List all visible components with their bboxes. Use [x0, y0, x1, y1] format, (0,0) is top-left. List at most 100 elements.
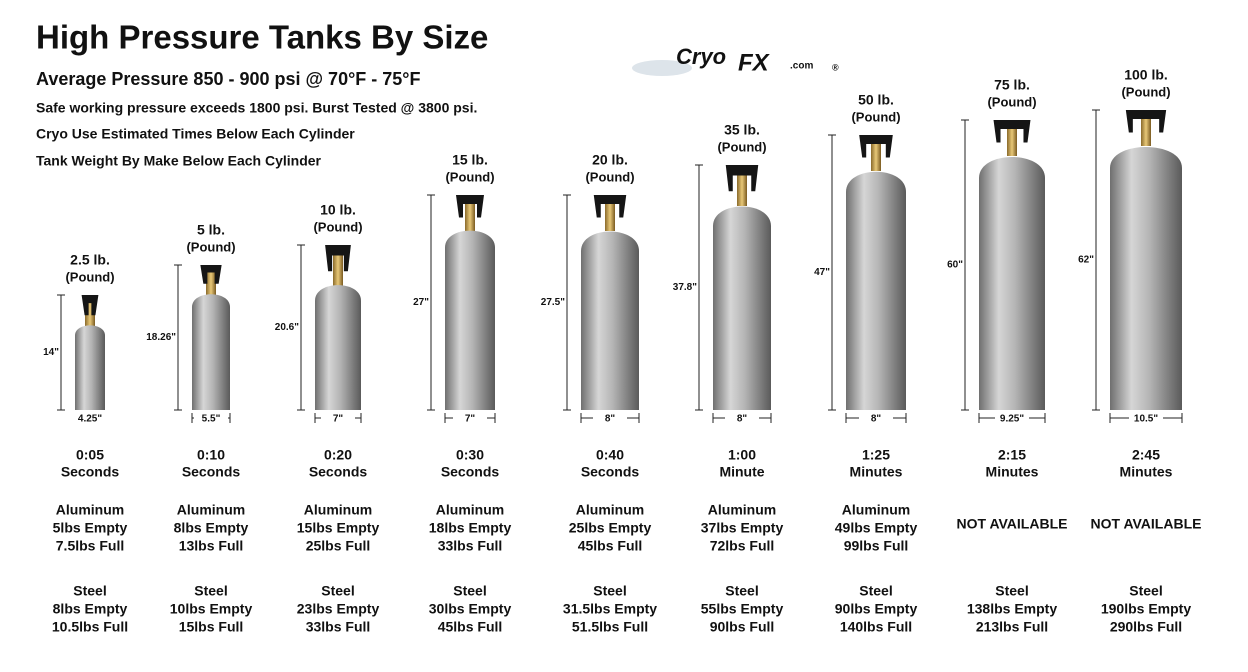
aluminum-weight: 25lbs Empty	[569, 520, 652, 536]
aluminum-weight: 72lbs Full	[710, 538, 775, 554]
height-label: 62"	[1078, 255, 1094, 266]
logo-mark: FX	[738, 49, 771, 76]
use-time: 2:15	[998, 447, 1026, 463]
aluminum-weight: Aluminum	[177, 502, 245, 518]
use-time: 1:00	[728, 447, 756, 463]
steel-weight: 33lbs Full	[306, 619, 371, 635]
valve-handle	[993, 120, 1031, 143]
cylinder	[979, 157, 1045, 410]
use-time: 1:25	[862, 447, 890, 463]
note: Tank Weight By Make Below Each Cylinder	[36, 153, 322, 169]
logo-brand: Cryo	[676, 44, 726, 69]
use-time-unit: Seconds	[182, 464, 241, 480]
steel-weight: 23lbs Empty	[297, 601, 380, 617]
steel-weight: Steel	[1129, 583, 1162, 599]
steel-weight: 190lbs Empty	[1101, 601, 1191, 617]
cylinder	[75, 325, 105, 410]
tank-unit: (Pound)	[717, 139, 766, 154]
steel-weight: Steel	[453, 583, 486, 599]
steel-weight: 30lbs Empty	[429, 601, 512, 617]
steel-weight: Steel	[321, 583, 354, 599]
tank-unit: (Pound)	[186, 239, 235, 254]
valve-stem	[737, 171, 747, 206]
height-label: 27"	[413, 297, 429, 308]
height-label: 60"	[947, 260, 963, 271]
valve-stem	[1141, 116, 1151, 146]
cylinder	[315, 285, 361, 410]
steel-weight: 8lbs Empty	[53, 601, 128, 617]
aluminum-weight: 49lbs Empty	[835, 520, 918, 536]
width-label: 9.25"	[1000, 414, 1024, 425]
height-label: 37.8"	[673, 282, 697, 293]
tank-unit: (Pound)	[445, 169, 494, 184]
use-time: 0:30	[456, 447, 484, 463]
use-time-unit: Minutes	[986, 464, 1039, 480]
steel-weight: 290lbs Full	[1110, 619, 1182, 635]
tank-size: 10 lb.	[320, 202, 356, 218]
use-time-unit: Minutes	[1120, 464, 1173, 480]
width-label-bg	[321, 411, 355, 425]
aluminum-unavailable: NOT AVAILABLE	[957, 516, 1068, 532]
aluminum-unavailable: NOT AVAILABLE	[1091, 516, 1202, 532]
aluminum-weight: 5lbs Empty	[53, 520, 128, 536]
valve-stem	[85, 301, 95, 328]
use-time-unit: Seconds	[61, 464, 120, 480]
width-label-bg	[725, 411, 759, 425]
steel-weight: 10.5lbs Full	[52, 619, 128, 635]
cylinder	[192, 294, 230, 410]
logo-registered: ®	[832, 62, 839, 72]
height-label: 14"	[43, 347, 59, 358]
subtitle: Average Pressure 850 - 900 psi @ 70°F - …	[36, 69, 420, 89]
width-label: 7"	[333, 414, 344, 425]
tank-size: 35 lb.	[724, 122, 760, 138]
width-label-bg	[1129, 411, 1163, 425]
valve-handle	[200, 265, 222, 284]
steel-weight: Steel	[73, 583, 106, 599]
cylinder	[445, 230, 495, 410]
steel-weight: 213lbs Full	[976, 619, 1048, 635]
note: Cryo Use Estimated Times Below Each Cyli…	[36, 126, 355, 142]
tank-size: 75 lb.	[994, 77, 1030, 93]
tank-size: 15 lb.	[452, 152, 488, 168]
width-label-bg	[453, 411, 487, 425]
width-label: 4.25"	[78, 414, 102, 425]
tank-size: 5 lb.	[197, 222, 225, 238]
valve-stem	[333, 251, 343, 286]
tank-size: 20 lb.	[592, 152, 628, 168]
steel-weight: 90lbs Empty	[835, 601, 918, 617]
steel-weight: Steel	[194, 583, 227, 599]
aluminum-weight: Aluminum	[708, 502, 776, 518]
valve-stem	[465, 201, 475, 231]
steel-weight: 55lbs Empty	[701, 601, 784, 617]
aluminum-weight: Aluminum	[842, 502, 910, 518]
height-label: 18.26"	[146, 332, 176, 343]
valve-handle	[81, 295, 99, 316]
use-time-unit: Minute	[719, 464, 764, 480]
steel-weight: 140lbs Full	[840, 619, 912, 635]
use-time: 0:20	[324, 447, 352, 463]
tank-size: 2.5 lb.	[70, 252, 110, 268]
use-time: 0:10	[197, 447, 225, 463]
aluminum-weight: 99lbs Full	[844, 538, 909, 554]
valve-stem	[871, 141, 881, 171]
aluminum-weight: Aluminum	[576, 502, 644, 518]
tanks: 2.5 lb.(Pound)14"4.25"0:05SecondsAluminu…	[43, 67, 1201, 635]
width-label-bg	[194, 411, 228, 425]
valve-stem	[206, 271, 216, 296]
valve-handle	[325, 245, 351, 272]
note: Safe working pressure exceeds 1800 psi. …	[36, 100, 477, 116]
width-label-bg	[995, 411, 1029, 425]
aluminum-weight: 45lbs Full	[578, 538, 643, 554]
cylinder	[846, 171, 906, 410]
logo: Cryo FX .com ®	[632, 44, 839, 76]
use-time-unit: Minutes	[850, 464, 903, 480]
tank-unit: (Pound)	[987, 94, 1036, 109]
height-label: 27.5"	[541, 297, 565, 308]
aluminum-weight: 18lbs Empty	[429, 520, 512, 536]
valve-handle	[1125, 110, 1167, 133]
steel-weight: 10lbs Empty	[170, 601, 253, 617]
aluminum-weight: 25lbs Full	[306, 538, 371, 554]
steel-weight: Steel	[859, 583, 892, 599]
width-label: 7"	[465, 414, 476, 425]
